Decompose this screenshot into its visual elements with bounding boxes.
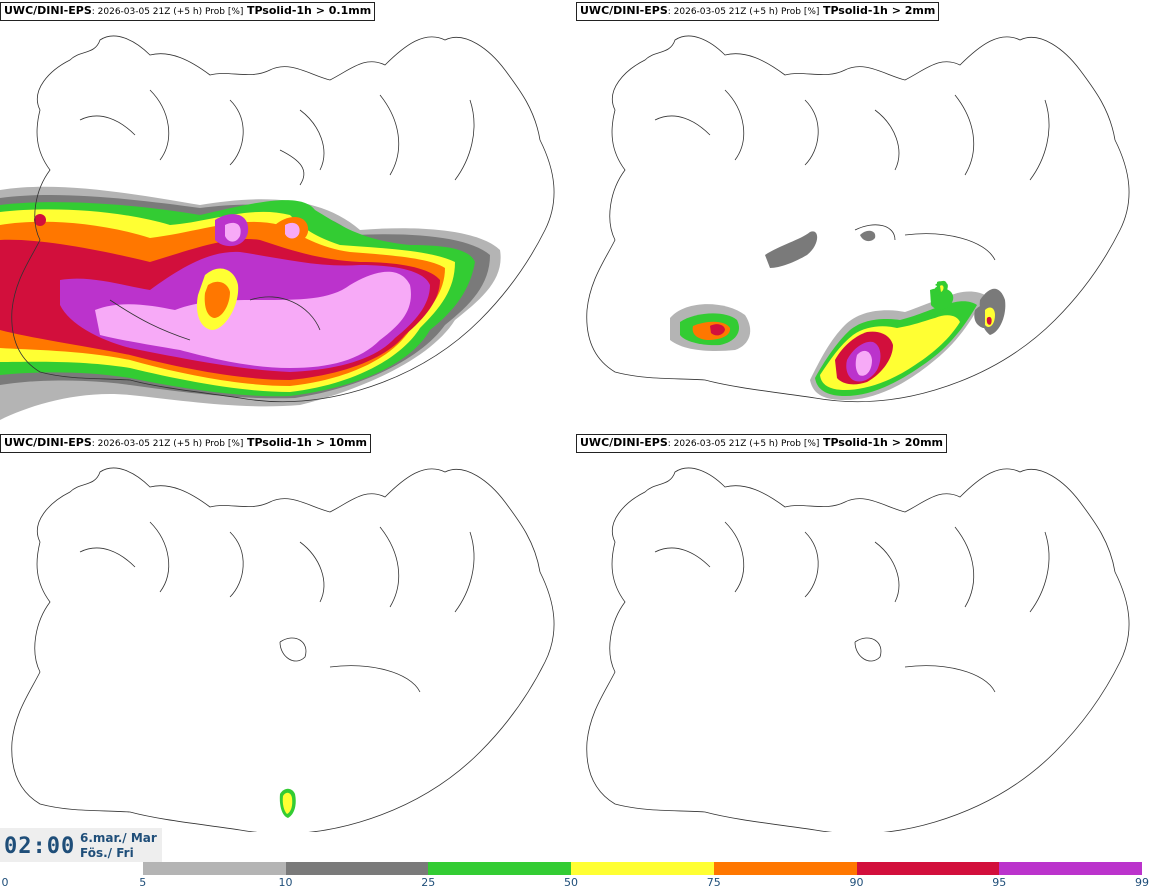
coastline <box>586 35 1130 403</box>
color-legend-segments <box>0 862 1150 875</box>
coastline <box>11 467 555 832</box>
panel-title: UWC/DINI-EPS: 2026-03-05 21Z (+5 h) Prob… <box>0 2 376 21</box>
model-name: UWC/DINI-EPS <box>4 4 92 17</box>
color-legend-tick: 99 <box>1135 876 1149 889</box>
color-legend-segment <box>0 862 143 875</box>
parameter-label: TPsolid-1h > 0.1mm <box>246 4 372 17</box>
probability-map <box>0 35 555 420</box>
color-legend-tick: 0 <box>1 876 9 889</box>
model-name: UWC/DINI-EPS <box>4 436 92 449</box>
run-info: : 2026-03-05 21Z (+5 h) Prob [%] <box>667 7 820 17</box>
panel-title: UWC/DINI-EPS: 2026-03-05 21Z (+5 h) Prob… <box>576 2 940 21</box>
color-legend-tick: 50 <box>564 876 578 889</box>
color-legend-segment <box>428 862 571 875</box>
run-info: : 2026-03-05 21Z (+5 h) Prob [%] <box>91 7 244 17</box>
valid-date: 6.mar./ Mar <box>80 831 157 845</box>
model-name: UWC/DINI-EPS <box>580 436 668 449</box>
color-legend-tick: 90 <box>849 876 864 889</box>
parameter-label: TPsolid-1h > 20mm <box>822 436 943 449</box>
color-legend-segment <box>999 862 1142 875</box>
color-legend-segment <box>571 862 714 875</box>
color-legend-tick: 5 <box>139 876 147 889</box>
color-legend-tick: 25 <box>421 876 436 889</box>
valid-weekday: Fös./ Fri <box>80 846 134 860</box>
probability-map <box>586 467 1130 832</box>
panel-title: UWC/DINI-EPS: 2026-03-05 21Z (+5 h) Prob… <box>576 434 947 453</box>
color-legend-tick: 10 <box>278 876 293 889</box>
run-info: : 2026-03-05 21Z (+5 h) Prob [%] <box>667 439 820 449</box>
color-legend-segment <box>142 862 286 875</box>
parameter-label: TPsolid-1h > 2mm <box>822 4 936 17</box>
color-legend-tick: 75 <box>706 876 721 889</box>
color-legend-tick: 95 <box>992 876 1007 889</box>
probability-fill <box>279 788 296 818</box>
map-panel-10mm: UWC/DINI-EPS: 2026-03-05 21Z (+5 h) Prob… <box>0 432 575 864</box>
map-panel-2mm: UWC/DINI-EPS: 2026-03-05 21Z (+5 h) Prob… <box>575 0 1150 432</box>
parameter-label: TPsolid-1h > 10mm <box>246 436 367 449</box>
color-legend: 0 5 10 25 50 75 90 95 99 <box>0 862 1150 891</box>
valid-time: 02:00 <box>4 834 76 859</box>
probability-map <box>11 467 555 832</box>
color-legend-segment <box>713 862 857 875</box>
probability-map <box>586 35 1130 403</box>
run-info: : 2026-03-05 21Z (+5 h) Prob [%] <box>91 439 244 449</box>
panel-title: UWC/DINI-EPS: 2026-03-05 21Z (+5 h) Prob… <box>0 434 371 453</box>
color-legend-segment <box>285 862 429 875</box>
model-name: UWC/DINI-EPS <box>580 4 668 17</box>
coastline <box>586 467 1130 832</box>
coastline <box>11 35 555 403</box>
map-panel-0.1mm: UWC/DINI-EPS: 2026-03-05 21Z (+5 h) Prob… <box>0 0 575 432</box>
color-legend-segment <box>856 862 1000 875</box>
probability-fill <box>0 186 501 420</box>
probability-fill <box>670 230 1006 400</box>
valid-time-box: 02:00 6.mar./ Mar Fös./ Fri <box>0 828 162 864</box>
map-panel-20mm: UWC/DINI-EPS: 2026-03-05 21Z (+5 h) Prob… <box>575 432 1150 864</box>
